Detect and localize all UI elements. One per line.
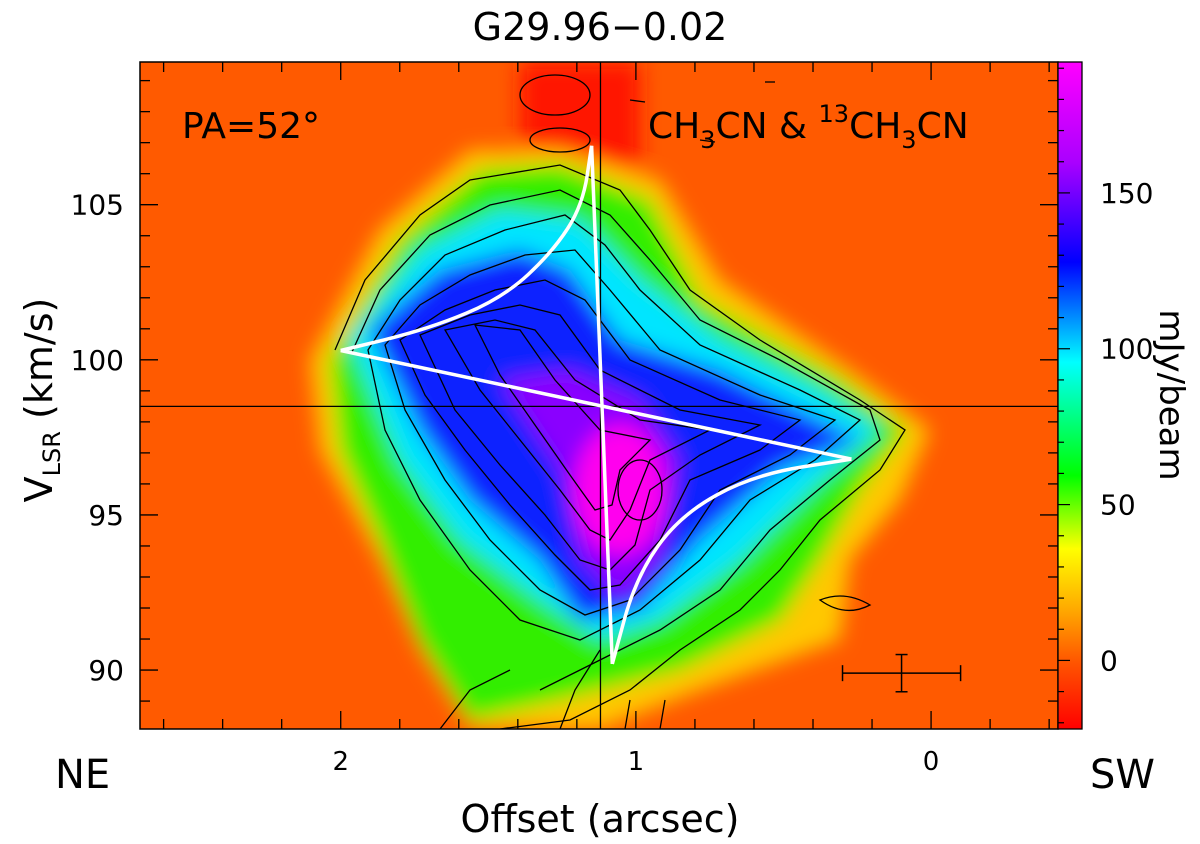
colorbar-tick-label: 50 [1100, 489, 1136, 522]
colorbar-ticks: 0 50 100 150 [1058, 67, 1153, 724]
y-tick-label: 90 [88, 654, 124, 687]
x-axis-right-label: SW [1090, 752, 1155, 798]
x-axis-left-label: NE [55, 752, 110, 798]
keplerian-curves [340, 145, 852, 665]
colorbar-tick-label: 0 [1100, 644, 1118, 677]
colorbar [1058, 62, 1082, 729]
x-tick-label: 1 [628, 747, 645, 777]
x-tick-label: 2 [332, 747, 349, 777]
y-axis-label: VLSR (km/s) [17, 298, 66, 503]
axis-tick-labels: 2 1 0 90 95 100 105 [71, 189, 940, 777]
colorbar-label: mJy/beam [1151, 309, 1191, 480]
keplerian-major-axis [340, 348, 852, 461]
y-tick-label: 95 [88, 499, 124, 532]
colorbar-tick-label: 100 [1100, 333, 1153, 366]
colorbar-tick-label: 150 [1100, 177, 1153, 210]
x-axis-label: Offset (arcsec) [461, 797, 740, 841]
keplerian-curve-lower [610, 457, 852, 665]
molecule-label: CH3CN & 13CH3CN [648, 100, 969, 154]
x-tick-label: 0 [923, 747, 940, 777]
magenta-peak [575, 425, 665, 555]
contours [334, 74, 906, 729]
keplerian-curve-upper [340, 145, 594, 353]
y-tick-label: 105 [71, 189, 124, 222]
axis-ticks [140, 62, 1058, 729]
position-angle-label: PA=52° [182, 106, 320, 147]
beam-error-bar [841, 653, 962, 693]
keplerian-velocity-axis [589, 145, 615, 664]
emission-map [140, 62, 1058, 729]
y-tick-label: 100 [71, 344, 124, 377]
colorbar-frame [1057, 61, 1083, 730]
chart-title: G29.96−0.02 [473, 5, 728, 49]
